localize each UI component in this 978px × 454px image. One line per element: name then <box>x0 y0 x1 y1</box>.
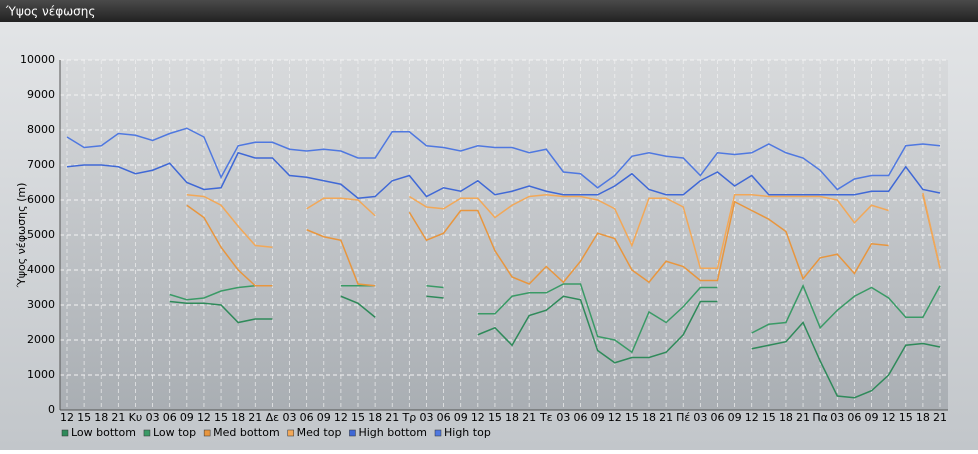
x-tick-label: 06 <box>437 411 451 424</box>
y-axis-label: Ύψος νέφωσης (m) <box>15 183 28 289</box>
x-tick-label: 18 <box>505 411 519 424</box>
x-tick-label: 06 <box>710 411 724 424</box>
series-line <box>751 283 941 334</box>
series-line <box>426 295 444 299</box>
x-tick-label: 21 <box>933 411 947 424</box>
x-tick-label: 21 <box>248 411 262 424</box>
x-tick-label: 15 <box>214 411 228 424</box>
series-line <box>477 295 718 364</box>
legend-label: Med top <box>297 426 342 439</box>
x-tick-label: 15 <box>762 411 776 424</box>
series-line <box>306 197 376 217</box>
y-tick-label: 4000 <box>27 263 55 276</box>
series-line <box>408 193 889 269</box>
x-tick-label: 21 <box>111 411 125 424</box>
x-tick-label: 15 <box>488 411 502 424</box>
x-tick-label: 09 <box>865 411 879 424</box>
legend-marker <box>143 429 151 437</box>
x-tick-label: Δε <box>266 411 280 424</box>
legend-marker <box>349 429 356 437</box>
title-bar <box>0 0 978 22</box>
x-tick-label: 06 <box>574 411 588 424</box>
x-tick-label: 12 <box>334 411 348 424</box>
x-tick-label: 09 <box>454 411 468 424</box>
y-tick-label: 5000 <box>27 228 55 241</box>
legend-marker <box>287 429 294 437</box>
x-tick-label: Τε <box>539 411 553 424</box>
x-tick-label: 03 <box>283 411 297 424</box>
legend-marker <box>203 429 211 437</box>
legend-label: Med bottom <box>213 426 280 439</box>
x-tick-label: 18 <box>94 411 108 424</box>
x-tick-label: 09 <box>591 411 605 424</box>
x-tick-label: 12 <box>471 411 485 424</box>
y-tick-label: 7000 <box>27 158 55 171</box>
legend-marker <box>61 429 69 437</box>
x-tick-label: 21 <box>659 411 673 424</box>
legend-label: Low top <box>153 426 196 439</box>
x-tick-label: Τρ <box>402 411 417 424</box>
series-line <box>477 283 718 354</box>
x-tick-label: Πα <box>812 411 828 424</box>
series-line <box>340 295 376 318</box>
x-tick-label: 18 <box>916 411 930 424</box>
y-tick-label: 10000 <box>20 53 55 66</box>
series-line <box>922 192 941 269</box>
y-tick-label: 8000 <box>27 123 55 136</box>
x-tick-label: Κυ <box>129 411 143 424</box>
y-tick-label: 6000 <box>27 193 55 206</box>
x-tick-label: 06 <box>300 411 314 424</box>
x-tick-label: 03 <box>556 411 570 424</box>
x-tick-label: 18 <box>779 411 793 424</box>
x-tick-label: 15 <box>625 411 639 424</box>
legend-label: Low bottom <box>71 426 136 439</box>
x-tick-label: 18 <box>231 411 245 424</box>
series-line <box>186 194 273 248</box>
x-tick-label: 06 <box>847 411 861 424</box>
legend-marker <box>434 429 442 437</box>
window-title: Ύψος νέφωσης <box>5 5 95 19</box>
x-tick-label: 12 <box>608 411 622 424</box>
series-line <box>66 151 941 200</box>
x-tick-label: 21 <box>522 411 536 424</box>
x-tick-label: 12 <box>60 411 74 424</box>
x-tick-label: 15 <box>77 411 91 424</box>
series-line <box>426 285 444 289</box>
x-tick-label: 18 <box>368 411 382 424</box>
series-line <box>186 204 273 287</box>
x-tick-label: 06 <box>163 411 177 424</box>
series-line <box>66 127 941 191</box>
x-tick-label: 09 <box>180 411 194 424</box>
x-tick-label: Πέ <box>676 411 690 424</box>
x-tick-label: 09 <box>317 411 331 424</box>
y-tick-label: 2000 <box>27 333 55 346</box>
series-line <box>306 229 376 287</box>
y-tick-label: 3000 <box>27 298 55 311</box>
series-line <box>751 321 941 399</box>
x-tick-label: 03 <box>693 411 707 424</box>
x-tick-label: 15 <box>351 411 365 424</box>
x-tick-label: 18 <box>642 411 656 424</box>
x-tick-label: 15 <box>899 411 913 424</box>
x-tick-label: 21 <box>385 411 399 424</box>
y-tick-label: 9000 <box>27 88 55 101</box>
x-tick-label: 12 <box>197 411 211 424</box>
x-tick-label: 12 <box>745 411 759 424</box>
x-tick-label: 21 <box>796 411 810 424</box>
series-line <box>169 300 273 324</box>
x-tick-label: 03 <box>419 411 433 424</box>
series-line <box>408 200 889 285</box>
legend-label: High bottom <box>358 426 427 439</box>
x-tick-label: 03 <box>830 411 844 424</box>
x-tick-label: 03 <box>146 411 160 424</box>
y-tick-label: 0 <box>48 403 55 416</box>
legend-label: High top <box>444 426 491 439</box>
x-tick-label: 09 <box>728 411 742 424</box>
y-tick-label: 1000 <box>27 368 55 381</box>
x-tick-label: 12 <box>882 411 896 424</box>
